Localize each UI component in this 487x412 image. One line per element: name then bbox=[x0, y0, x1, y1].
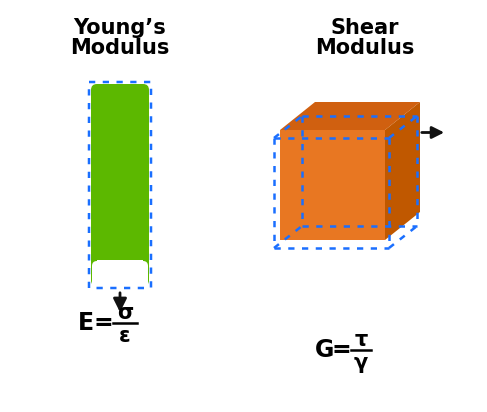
Bar bbox=[97, 260, 143, 286]
Polygon shape bbox=[385, 102, 420, 240]
FancyBboxPatch shape bbox=[91, 84, 149, 286]
FancyBboxPatch shape bbox=[92, 261, 148, 291]
Polygon shape bbox=[280, 130, 385, 240]
Text: Modulus: Modulus bbox=[315, 38, 415, 58]
Text: =: = bbox=[331, 338, 351, 362]
Text: ε: ε bbox=[119, 326, 131, 346]
Text: Young’s: Young’s bbox=[74, 18, 167, 38]
Text: Shear: Shear bbox=[331, 18, 399, 38]
Text: E: E bbox=[78, 311, 94, 335]
Text: Modulus: Modulus bbox=[70, 38, 169, 58]
Text: G: G bbox=[315, 338, 335, 362]
Text: σ: σ bbox=[117, 303, 133, 323]
Text: =: = bbox=[93, 311, 113, 335]
Text: τ: τ bbox=[355, 330, 368, 350]
Polygon shape bbox=[280, 102, 420, 130]
Text: γ: γ bbox=[354, 353, 368, 373]
